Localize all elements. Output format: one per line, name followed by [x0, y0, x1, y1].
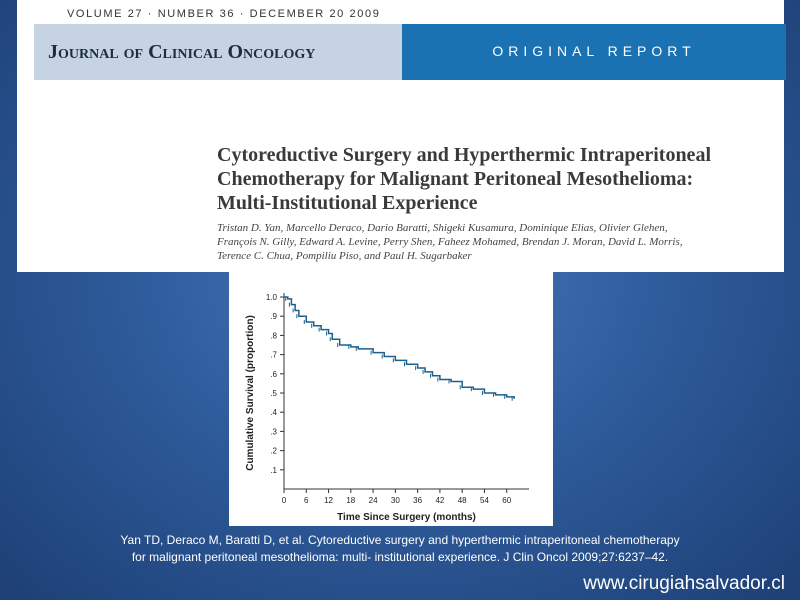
x-tick-label: 48	[458, 496, 467, 505]
y-tick-label: .1	[270, 466, 277, 475]
x-tick-label: 12	[324, 496, 333, 505]
y-tick-label: .8	[270, 331, 277, 340]
y-tick-label: .4	[270, 408, 277, 417]
section-label-box: ORIGINAL REPORT	[402, 24, 786, 80]
journal-name-box: Journal of Clinical Oncology	[34, 24, 402, 80]
citation: Yan TD, Deraco M, Baratti D, et al. Cyto…	[40, 532, 760, 566]
y-tick-label: .9	[270, 312, 277, 321]
survival-curve	[284, 296, 515, 399]
y-tick-label: .7	[270, 351, 277, 360]
y-tick-label: .6	[270, 370, 277, 379]
x-tick-label: 54	[480, 496, 489, 505]
journal-name: Journal of Clinical Oncology	[48, 41, 316, 63]
article-title-line: Cytoreductive Surgery and Hyperthermic I…	[217, 144, 711, 166]
citation-line: for malignant peritoneal mesothelioma: m…	[131, 550, 669, 564]
issue-line: VOLUME 27 · NUMBER 36 · DECEMBER 20 2009	[67, 8, 381, 20]
article-title: Cytoreductive Surgery and Hyperthermic I…	[217, 143, 777, 215]
x-tick-label: 18	[346, 496, 355, 505]
journal-banner: Journal of Clinical Oncology ORIGINAL RE…	[34, 24, 786, 80]
author-line: Terence C. Chua, Pompiliu Piso, and Paul…	[217, 250, 472, 262]
y-tick-label: 1.0	[266, 293, 278, 302]
x-tick-label: 6	[304, 496, 309, 505]
x-axis-label: Time Since Surgery (months)	[337, 512, 476, 523]
website-url: www.cirugiahsalvador.cl	[583, 573, 785, 594]
article-title-line: Multi-Institutional Experience	[217, 192, 478, 214]
survival-chart: .1 .2 .3 .4 .5 .6 .7 .8 .9 1.0 0 6 12 18 24 30 36 42 48 54 6…	[229, 272, 553, 526]
y-tick-label: .3	[270, 427, 277, 436]
article-header-image: VOLUME 27 · NUMBER 36 · DECEMBER 20 2009…	[17, 0, 786, 272]
y-tick-label: .5	[270, 389, 277, 398]
author-list: Tristan D. Yan, Marcello Deraco, Dario B…	[217, 221, 777, 263]
author-line: François N. Gilly, Edward A. Levine, Per…	[217, 236, 683, 248]
survival-chart-svg: .1 .2 .3 .4 .5 .6 .7 .8 .9 1.0 0 6 12 18 24 30 36 42 48 54 6…	[245, 293, 529, 523]
x-tick-label: 30	[391, 496, 400, 505]
x-tick-label: 36	[413, 496, 422, 505]
x-tick-label: 24	[369, 496, 378, 505]
citation-line: Yan TD, Deraco M, Baratti D, et al. Cyto…	[120, 533, 680, 547]
section-label: ORIGINAL REPORT	[492, 43, 696, 59]
x-tick-label: 60	[502, 496, 511, 505]
x-tick-label: 42	[435, 496, 444, 505]
x-tick-label: 0	[282, 496, 287, 505]
article-title-line: Chemotherapy for Malignant Peritoneal Me…	[217, 168, 694, 190]
y-axis-label: Cumulative Survival (proportion)	[245, 315, 256, 471]
y-tick-label: .2	[270, 447, 277, 456]
author-line: Tristan D. Yan, Marcello Deraco, Dario B…	[217, 222, 668, 234]
